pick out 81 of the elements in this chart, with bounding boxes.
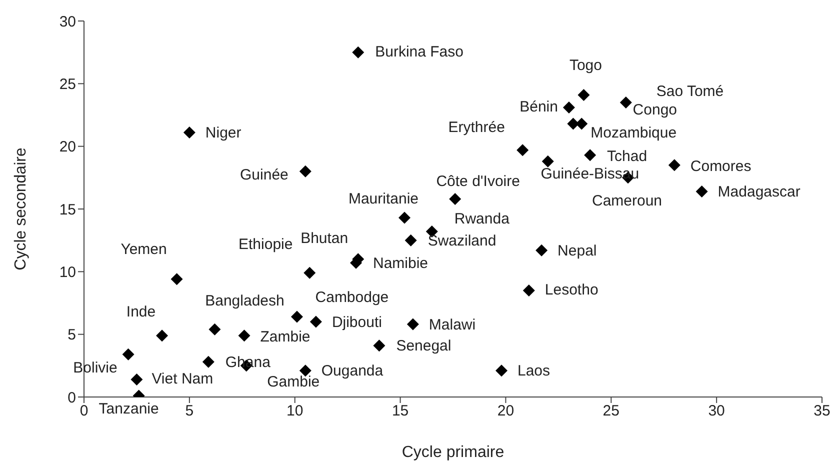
point <box>122 348 134 360</box>
x-tick-label: 25 <box>602 402 620 420</box>
annotation: Ouganda <box>321 362 384 380</box>
annotation: Cambodge <box>315 288 389 306</box>
annotation: Mauritanie <box>348 190 419 208</box>
annotation: Yemen <box>120 241 167 258</box>
point <box>668 159 680 172</box>
annotation: Namibie <box>373 254 428 272</box>
y-tick-label: 5 <box>68 326 76 344</box>
y-tick-label: 15 <box>59 201 76 218</box>
annotation: Congo <box>632 101 678 118</box>
y-tick-label: 20 <box>59 138 76 156</box>
annotation: Inde <box>126 304 156 321</box>
annotation: Tchad <box>607 148 648 166</box>
annotation: Côte d'Ivoire <box>436 172 520 190</box>
x-tick-label: 0 <box>80 402 88 420</box>
point <box>352 46 364 58</box>
annotation: Rwanda <box>454 210 510 228</box>
y-tick-label: 25 <box>59 76 76 93</box>
annotation: Niger <box>205 124 242 142</box>
point <box>183 126 196 139</box>
point <box>208 323 221 336</box>
annotation: Madagascar <box>718 183 800 200</box>
point <box>310 316 322 328</box>
point <box>304 266 316 279</box>
point <box>620 96 632 108</box>
annotation: Zambie <box>260 328 310 346</box>
point <box>130 373 143 386</box>
x-tick-label: 20 <box>497 402 514 420</box>
point <box>578 88 590 101</box>
annotation: Lesotho <box>544 281 598 298</box>
point <box>290 310 303 323</box>
annotation: Laos <box>517 362 550 380</box>
point <box>299 165 312 178</box>
point <box>696 185 708 198</box>
point <box>449 192 462 205</box>
y-axis-title: Cycle secondaire <box>12 148 30 270</box>
annotation: Bangladesh <box>205 292 284 310</box>
point <box>398 212 411 224</box>
annotation: Gambie <box>267 374 320 391</box>
point <box>202 356 214 368</box>
annotation: Togo <box>569 56 602 74</box>
point <box>516 144 529 156</box>
point <box>536 244 548 256</box>
annotation: Burkina Faso <box>375 43 464 60</box>
annotation: Djibouti <box>332 314 382 331</box>
x-tick-label: 5 <box>185 402 194 420</box>
annotation: Swaziland <box>428 232 496 250</box>
y-tick-label: 30 <box>59 13 76 30</box>
point <box>373 340 386 352</box>
y-tick-label: 0 <box>68 389 76 406</box>
x-tick-label: 30 <box>708 402 725 420</box>
point <box>562 101 575 114</box>
annotation: Viet Nam <box>152 370 214 388</box>
point <box>404 234 417 246</box>
point <box>238 330 250 342</box>
y-tick-label: 10 <box>59 264 76 281</box>
x-axis-title: Cycle primaire <box>402 444 504 461</box>
annotation: Cameroun <box>592 192 662 210</box>
annotation: Sao Tomé <box>656 82 724 100</box>
annotation: Ethiopie <box>238 236 293 253</box>
point <box>522 284 535 296</box>
annotation: Malawi <box>428 316 476 334</box>
x-tick-label: 15 <box>392 402 409 420</box>
annotation: Nepal <box>558 242 597 260</box>
x-tick-label: 35 <box>814 402 830 420</box>
annotation: Bénin <box>520 98 558 116</box>
annotation: Bhutan <box>300 230 348 248</box>
annotation: Comores <box>690 158 752 176</box>
point <box>156 330 168 342</box>
x-tick-label: 10 <box>286 402 304 420</box>
point <box>170 273 183 286</box>
point <box>495 364 508 377</box>
annotation: Guinée <box>240 166 288 184</box>
annotation: Senegal <box>396 338 452 355</box>
annotation: Mozambique <box>590 124 677 142</box>
annotation: Tanzanie <box>98 400 159 418</box>
annotation: Erythrée <box>448 119 505 136</box>
point <box>584 149 596 162</box>
point <box>406 318 419 330</box>
point <box>542 155 554 168</box>
